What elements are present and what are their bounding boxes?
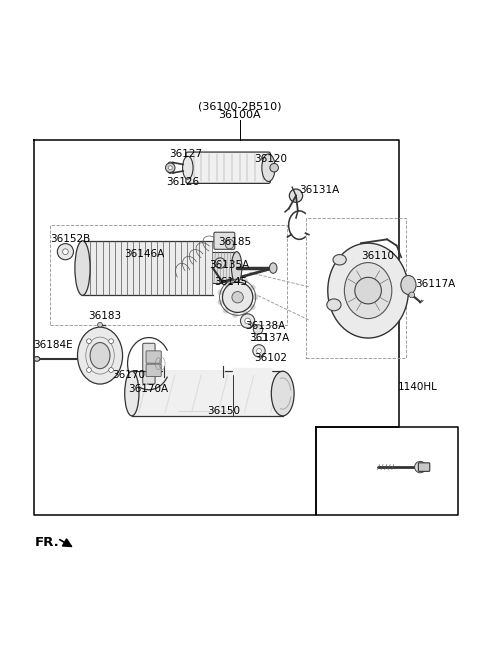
Circle shape bbox=[217, 299, 223, 305]
Circle shape bbox=[222, 282, 253, 312]
Circle shape bbox=[250, 304, 256, 310]
Text: 36184E: 36184E bbox=[34, 339, 73, 350]
Bar bbox=[83, 241, 213, 295]
Circle shape bbox=[217, 289, 223, 295]
Circle shape bbox=[253, 345, 265, 357]
Circle shape bbox=[218, 261, 222, 265]
Text: 36183: 36183 bbox=[88, 311, 121, 321]
Text: 36102: 36102 bbox=[254, 353, 287, 363]
Text: 36152B: 36152B bbox=[50, 235, 90, 244]
Circle shape bbox=[109, 368, 113, 372]
Circle shape bbox=[257, 349, 261, 353]
Text: FR.: FR. bbox=[35, 536, 60, 548]
Circle shape bbox=[223, 281, 228, 287]
Text: (36100-2B510): (36100-2B510) bbox=[198, 101, 282, 111]
Text: 36117A: 36117A bbox=[416, 279, 456, 289]
Text: 36145: 36145 bbox=[214, 277, 247, 287]
Ellipse shape bbox=[401, 275, 416, 295]
FancyBboxPatch shape bbox=[186, 152, 270, 183]
Ellipse shape bbox=[77, 327, 122, 384]
Ellipse shape bbox=[167, 162, 174, 173]
Ellipse shape bbox=[75, 241, 90, 295]
Text: 36131A: 36131A bbox=[300, 185, 339, 194]
Ellipse shape bbox=[269, 263, 277, 273]
Circle shape bbox=[166, 163, 175, 173]
Circle shape bbox=[250, 285, 256, 291]
Text: 36100A: 36100A bbox=[219, 110, 261, 120]
FancyBboxPatch shape bbox=[146, 364, 161, 376]
Ellipse shape bbox=[90, 343, 110, 368]
Ellipse shape bbox=[271, 371, 294, 416]
Ellipse shape bbox=[327, 299, 341, 311]
Ellipse shape bbox=[328, 243, 408, 338]
Bar bbox=[213, 252, 237, 283]
Text: 1140HL: 1140HL bbox=[398, 382, 438, 392]
Circle shape bbox=[232, 312, 238, 318]
Circle shape bbox=[168, 166, 172, 169]
Circle shape bbox=[245, 318, 251, 324]
Text: 36120: 36120 bbox=[254, 154, 287, 163]
Circle shape bbox=[242, 311, 248, 316]
Ellipse shape bbox=[231, 252, 242, 283]
Text: 36138A: 36138A bbox=[245, 321, 285, 331]
Text: 36127: 36127 bbox=[169, 149, 202, 159]
FancyBboxPatch shape bbox=[146, 351, 161, 363]
Circle shape bbox=[355, 277, 382, 304]
Ellipse shape bbox=[262, 154, 275, 181]
Circle shape bbox=[415, 461, 426, 473]
Text: 36137A: 36137A bbox=[250, 333, 290, 343]
Circle shape bbox=[57, 244, 73, 260]
Circle shape bbox=[409, 292, 415, 298]
Circle shape bbox=[215, 258, 225, 268]
Circle shape bbox=[62, 249, 68, 254]
Text: 36135A: 36135A bbox=[209, 260, 250, 270]
Circle shape bbox=[240, 314, 255, 328]
Ellipse shape bbox=[125, 371, 139, 416]
Ellipse shape bbox=[333, 254, 346, 265]
Bar bbox=[132, 371, 283, 416]
Ellipse shape bbox=[182, 156, 193, 179]
Circle shape bbox=[232, 277, 238, 282]
Ellipse shape bbox=[225, 239, 234, 249]
Text: 36110: 36110 bbox=[361, 251, 394, 261]
Circle shape bbox=[97, 322, 102, 327]
Text: 36170: 36170 bbox=[112, 370, 145, 380]
Text: 36185: 36185 bbox=[219, 237, 252, 246]
Circle shape bbox=[253, 325, 263, 334]
Text: 36170A: 36170A bbox=[129, 384, 168, 394]
Circle shape bbox=[253, 295, 259, 300]
Text: 36150: 36150 bbox=[207, 406, 240, 416]
Circle shape bbox=[270, 163, 278, 172]
Text: 36146A: 36146A bbox=[124, 248, 164, 258]
FancyBboxPatch shape bbox=[419, 463, 430, 471]
Text: 36126: 36126 bbox=[167, 177, 200, 187]
FancyBboxPatch shape bbox=[143, 343, 155, 384]
Circle shape bbox=[86, 368, 91, 372]
Circle shape bbox=[242, 278, 248, 283]
Ellipse shape bbox=[344, 262, 392, 318]
Ellipse shape bbox=[34, 357, 40, 361]
Circle shape bbox=[109, 339, 113, 343]
Circle shape bbox=[289, 189, 302, 202]
Circle shape bbox=[86, 339, 91, 343]
Circle shape bbox=[223, 308, 228, 314]
Circle shape bbox=[232, 291, 243, 303]
FancyBboxPatch shape bbox=[214, 232, 235, 249]
